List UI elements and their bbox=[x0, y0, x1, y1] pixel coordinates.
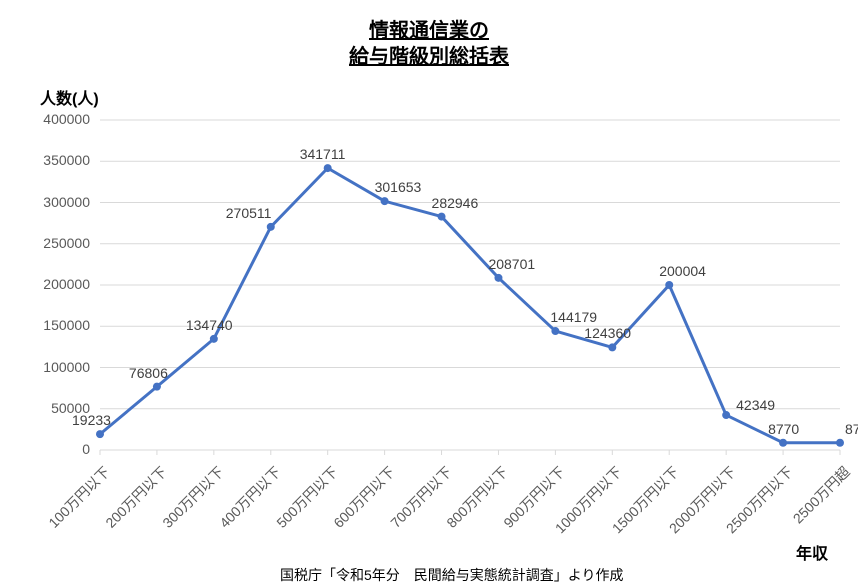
source-text: 国税庁「令和5年分 民間給与実態統計調査」より作成 bbox=[280, 565, 624, 585]
data-point-label: 8770 bbox=[768, 421, 799, 437]
data-point-label: 19233 bbox=[72, 412, 111, 428]
data-point-label: 341711 bbox=[300, 146, 346, 162]
data-point-label: 282946 bbox=[432, 195, 479, 211]
y-tick-label: 250000 bbox=[30, 235, 90, 251]
data-point-label: 8791 bbox=[845, 421, 858, 437]
data-point-label: 144179 bbox=[550, 309, 597, 325]
data-point-label: 270511 bbox=[226, 205, 272, 221]
y-tick-label: 300000 bbox=[30, 194, 90, 210]
y-tick-label: 350000 bbox=[30, 152, 90, 168]
y-tick-label: 150000 bbox=[30, 317, 90, 333]
data-point-label: 134740 bbox=[186, 317, 233, 333]
data-point-label: 301653 bbox=[375, 179, 422, 195]
data-point-label: 208701 bbox=[488, 256, 535, 272]
y-tick-label: 0 bbox=[30, 441, 90, 457]
chart-container: 情報通信業の 給与階級別総括表 人数(人) 年収 国税庁「令和5年分 民間給与実… bbox=[0, 0, 858, 587]
data-point-label: 42349 bbox=[736, 397, 775, 413]
y-tick-label: 100000 bbox=[30, 359, 90, 375]
y-tick-label: 400000 bbox=[30, 111, 90, 127]
x-axis-label: 年収 bbox=[796, 540, 828, 564]
data-point-label: 200004 bbox=[659, 263, 706, 279]
data-point-label: 124360 bbox=[584, 325, 631, 341]
data-point-label: 76806 bbox=[129, 365, 168, 381]
y-tick-label: 200000 bbox=[30, 276, 90, 292]
